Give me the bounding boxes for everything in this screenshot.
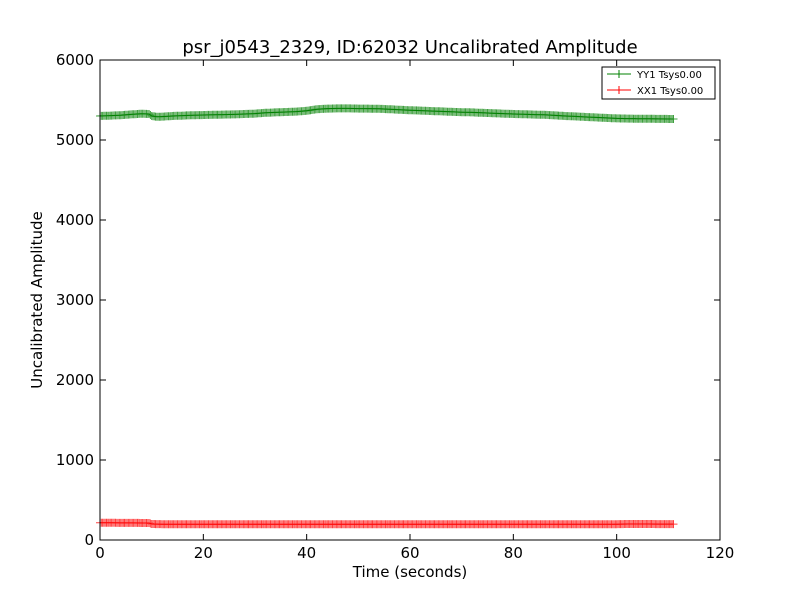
y-tick-label: 5000 — [56, 131, 94, 149]
x-tick-label: 120 — [706, 544, 735, 562]
x-tick-label: 100 — [602, 544, 631, 562]
y-axis-label: Uncalibrated Amplitude — [28, 211, 46, 388]
x-axis-label: Time (seconds) — [352, 563, 468, 581]
x-tick-label: 0 — [95, 544, 105, 562]
series-layer — [96, 104, 678, 529]
legend-label-yy1: YY1 Tsys0.00 — [636, 70, 702, 81]
y-tick-label: 2000 — [56, 371, 94, 389]
legend-marker-yy1 — [615, 70, 623, 78]
x-tick-label: 40 — [297, 544, 316, 562]
legend-label-xx1: XX1 Tsys0.00 — [637, 86, 703, 97]
legend-box — [601, 66, 716, 100]
series-xx1 — [96, 518, 678, 529]
chart-title: psr_j0543_2329, ID:62032 Uncalibrated Am… — [182, 37, 637, 58]
y-tick-label: 1000 — [56, 451, 94, 469]
axis-ticks: 0 20 40 60 80 100 120 0 1000 2000 3000 4000 5000 6000 — [56, 51, 735, 562]
y-tick-label: 6000 — [56, 51, 94, 69]
x-tick-label: 80 — [504, 544, 523, 562]
y-tick-label: 3000 — [56, 291, 94, 309]
legend-marker-xx1 — [615, 86, 623, 94]
x-tick-label: 60 — [400, 544, 419, 562]
legend: YY1 Tsys0.00 XX1 Tsys0.00 — [601, 66, 716, 100]
y-tick-label: 4000 — [56, 211, 94, 229]
x-tick-label: 20 — [194, 544, 213, 562]
y-tick-label: 0 — [84, 531, 94, 549]
